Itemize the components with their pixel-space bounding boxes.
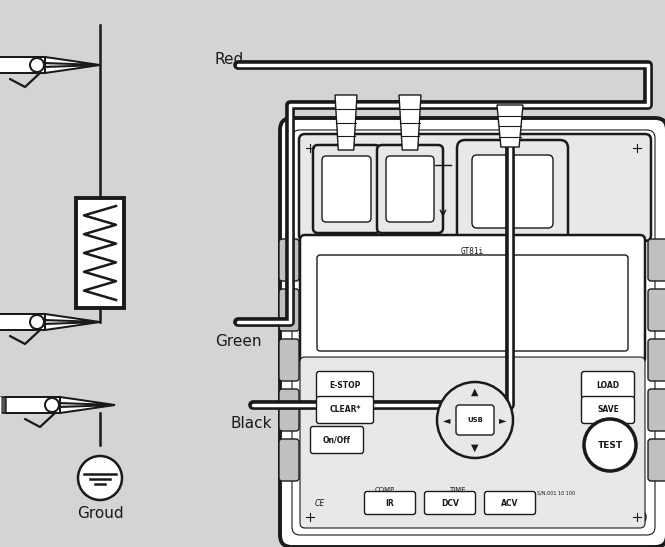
Text: Red: Red — [215, 53, 244, 67]
Text: DCV: DCV — [441, 498, 459, 508]
Text: USB: USB — [467, 417, 483, 423]
FancyBboxPatch shape — [317, 397, 374, 423]
FancyBboxPatch shape — [317, 255, 628, 351]
Text: LOAD: LOAD — [597, 381, 620, 389]
FancyBboxPatch shape — [279, 239, 299, 281]
Polygon shape — [399, 95, 421, 150]
Circle shape — [45, 398, 59, 412]
Circle shape — [628, 508, 646, 526]
FancyBboxPatch shape — [581, 397, 634, 423]
FancyBboxPatch shape — [292, 130, 655, 535]
Circle shape — [437, 382, 513, 458]
FancyBboxPatch shape — [299, 134, 651, 241]
FancyBboxPatch shape — [456, 405, 494, 435]
Text: On/Off: On/Off — [323, 435, 351, 445]
Text: Black: Black — [230, 416, 271, 430]
Text: ▼: ▼ — [471, 443, 479, 453]
Text: S/N:001 10 100: S/N:001 10 100 — [537, 491, 575, 496]
Text: ▲: ▲ — [471, 387, 479, 397]
FancyBboxPatch shape — [364, 492, 416, 515]
Text: IR: IR — [386, 498, 394, 508]
Polygon shape — [60, 397, 115, 405]
Circle shape — [301, 139, 319, 157]
Text: ACV: ACV — [501, 498, 519, 508]
FancyBboxPatch shape — [313, 145, 380, 233]
Text: SAVE: SAVE — [597, 405, 619, 415]
FancyBboxPatch shape — [311, 427, 364, 453]
FancyBboxPatch shape — [648, 389, 665, 431]
Circle shape — [584, 419, 636, 471]
Polygon shape — [335, 95, 357, 150]
FancyBboxPatch shape — [472, 155, 553, 228]
Text: CLEAR*: CLEAR* — [329, 405, 360, 415]
Text: TEST: TEST — [597, 440, 622, 450]
Circle shape — [30, 58, 44, 72]
FancyBboxPatch shape — [279, 389, 299, 431]
FancyBboxPatch shape — [279, 439, 299, 481]
Text: TIME: TIME — [449, 487, 466, 493]
FancyBboxPatch shape — [279, 289, 299, 331]
FancyBboxPatch shape — [377, 145, 443, 233]
Polygon shape — [45, 322, 100, 330]
Text: CE: CE — [315, 498, 325, 508]
Text: COMP: COMP — [375, 487, 395, 493]
FancyBboxPatch shape — [648, 439, 665, 481]
FancyBboxPatch shape — [485, 492, 535, 515]
Polygon shape — [497, 105, 523, 147]
FancyBboxPatch shape — [5, 397, 60, 413]
Polygon shape — [45, 65, 100, 73]
FancyBboxPatch shape — [322, 156, 371, 222]
Circle shape — [301, 508, 319, 526]
Polygon shape — [60, 405, 115, 413]
FancyBboxPatch shape — [648, 339, 665, 381]
FancyBboxPatch shape — [648, 239, 665, 281]
FancyBboxPatch shape — [0, 314, 45, 330]
Circle shape — [628, 139, 646, 157]
Text: ►: ► — [499, 415, 507, 425]
FancyBboxPatch shape — [317, 371, 374, 399]
Text: E-STOP: E-STOP — [329, 381, 360, 389]
FancyBboxPatch shape — [300, 357, 645, 528]
FancyBboxPatch shape — [581, 371, 634, 399]
Text: GT81i: GT81i — [461, 247, 484, 257]
Polygon shape — [76, 198, 124, 308]
Text: Green: Green — [215, 335, 261, 350]
Polygon shape — [45, 57, 100, 65]
FancyBboxPatch shape — [648, 289, 665, 331]
Circle shape — [78, 456, 122, 500]
Text: Groud: Groud — [76, 505, 123, 521]
FancyBboxPatch shape — [300, 235, 645, 363]
FancyBboxPatch shape — [279, 339, 299, 381]
FancyBboxPatch shape — [424, 492, 475, 515]
Polygon shape — [45, 314, 100, 322]
FancyBboxPatch shape — [386, 156, 434, 222]
FancyBboxPatch shape — [0, 57, 45, 73]
FancyBboxPatch shape — [0, 397, 6, 413]
Circle shape — [30, 315, 44, 329]
FancyBboxPatch shape — [457, 140, 568, 243]
FancyBboxPatch shape — [280, 118, 665, 547]
Text: ◄: ◄ — [444, 415, 451, 425]
